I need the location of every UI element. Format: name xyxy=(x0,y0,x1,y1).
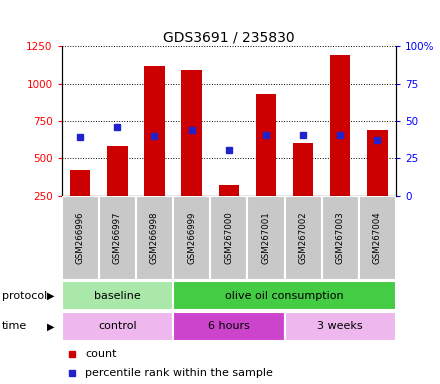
Bar xyxy=(285,196,322,280)
Text: GSM267002: GSM267002 xyxy=(299,212,308,265)
Text: GSM267001: GSM267001 xyxy=(261,212,271,265)
Bar xyxy=(285,312,396,341)
Text: control: control xyxy=(98,321,137,331)
Text: olive oil consumption: olive oil consumption xyxy=(225,291,344,301)
Bar xyxy=(144,66,165,196)
Text: 6 hours: 6 hours xyxy=(208,321,250,331)
Bar xyxy=(359,196,396,280)
Bar xyxy=(330,55,351,196)
Text: 3 weeks: 3 weeks xyxy=(317,321,363,331)
Bar xyxy=(293,143,313,196)
Bar xyxy=(210,196,247,280)
Bar xyxy=(256,94,276,196)
Text: baseline: baseline xyxy=(94,291,141,301)
Text: GSM266997: GSM266997 xyxy=(113,212,122,264)
Bar xyxy=(107,146,128,196)
Bar xyxy=(322,196,359,280)
Bar xyxy=(173,312,285,341)
Text: GSM267000: GSM267000 xyxy=(224,212,233,265)
Bar xyxy=(173,281,396,310)
Bar xyxy=(367,130,388,196)
Text: protocol: protocol xyxy=(2,291,48,301)
Text: ▶: ▶ xyxy=(47,321,55,331)
Bar xyxy=(136,196,173,280)
Text: GSM266999: GSM266999 xyxy=(187,212,196,264)
Bar xyxy=(99,196,136,280)
Bar xyxy=(62,312,173,341)
Text: ▶: ▶ xyxy=(47,291,55,301)
Bar xyxy=(247,196,285,280)
Text: GSM266998: GSM266998 xyxy=(150,212,159,264)
Bar xyxy=(62,196,99,280)
Bar xyxy=(173,196,210,280)
Text: count: count xyxy=(85,349,117,359)
Text: time: time xyxy=(2,321,27,331)
Bar xyxy=(62,281,173,310)
Text: GSM267004: GSM267004 xyxy=(373,212,382,265)
Text: percentile rank within the sample: percentile rank within the sample xyxy=(85,368,273,379)
Bar xyxy=(181,70,202,196)
Text: GSM266996: GSM266996 xyxy=(76,212,84,264)
Bar xyxy=(219,185,239,196)
Bar xyxy=(70,170,90,196)
Text: GSM267003: GSM267003 xyxy=(336,212,345,265)
Title: GDS3691 / 235830: GDS3691 / 235830 xyxy=(163,31,295,45)
